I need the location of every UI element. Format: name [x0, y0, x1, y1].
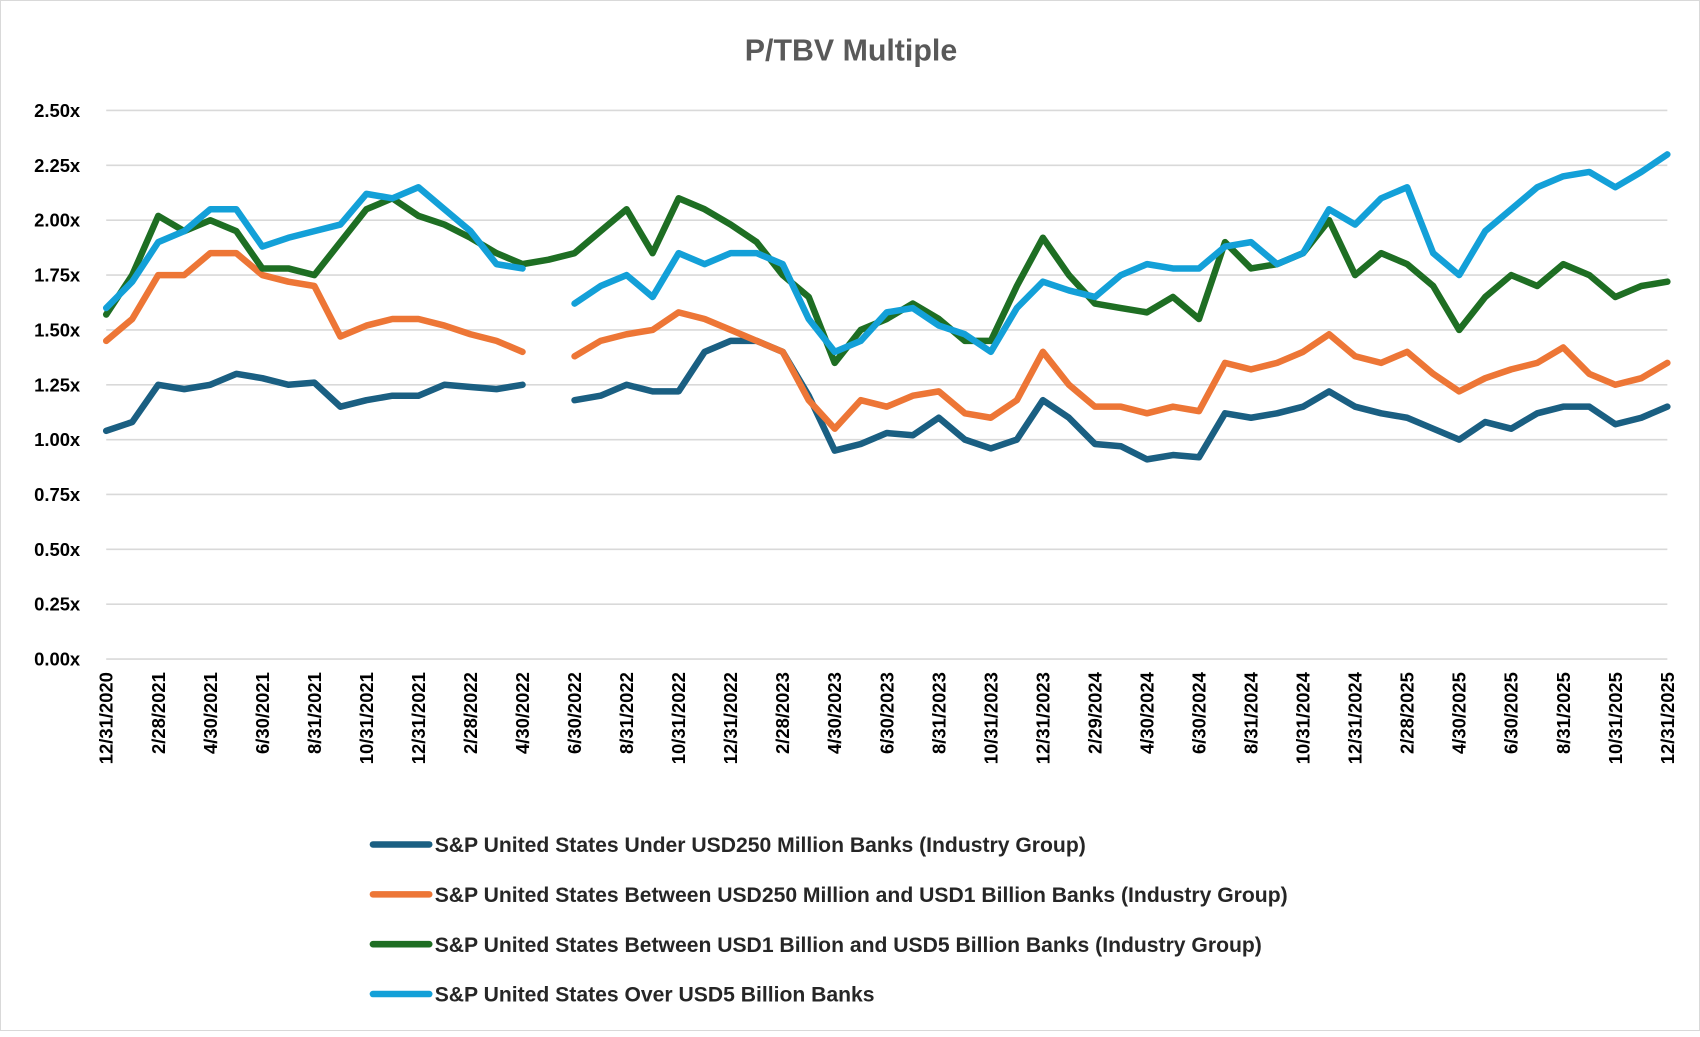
chart-title: P/TBV Multiple	[745, 35, 957, 68]
x-tick-label: 4/30/2022	[512, 672, 533, 754]
x-tick-label: 2/28/2022	[460, 672, 481, 754]
y-tick-label: 2.50x	[34, 100, 81, 121]
x-tick-label: 12/31/2024	[1345, 671, 1366, 764]
legend-label: S&P United States Between USD250 Million…	[435, 884, 1288, 907]
y-tick-label: 2.25x	[34, 155, 81, 176]
legend-item: S&P United States Between USD250 Million…	[373, 884, 1288, 907]
x-tick-label: 2/28/2021	[148, 672, 169, 754]
y-tick-label: 2.00x	[34, 210, 81, 231]
x-tick-label: 6/30/2022	[564, 672, 585, 754]
x-tick-label: 6/30/2023	[876, 672, 897, 754]
x-tick-label: 6/30/2025	[1501, 672, 1522, 754]
x-tick-label: 2/28/2025	[1397, 672, 1418, 754]
x-tick-label: 4/30/2023	[824, 672, 845, 754]
x-tick-label: 8/31/2023	[928, 672, 949, 754]
x-tick-label: 4/30/2025	[1449, 672, 1470, 754]
legend-label: S&P United States Between USD1 Billion a…	[435, 934, 1262, 957]
series-line	[106, 341, 1667, 459]
legend-label: S&P United States Over USD5 Billion Bank…	[435, 984, 875, 1007]
y-tick-label: 0.25x	[34, 594, 81, 615]
x-tick-label: 12/31/2023	[1032, 672, 1053, 764]
legend-item: S&P United States Between USD1 Billion a…	[373, 934, 1262, 957]
x-tick-label: 10/31/2023	[980, 672, 1001, 764]
x-tick-label: 10/31/2021	[356, 672, 377, 764]
y-tick-label: 1.50x	[34, 319, 81, 340]
y-tick-label: 0.75x	[34, 484, 81, 505]
y-tick-label: 0.50x	[34, 539, 81, 560]
y-tick-label: 1.00x	[34, 429, 81, 450]
series-1	[106, 341, 1667, 460]
x-tick-label: 2/29/2024	[1084, 671, 1105, 754]
x-tick-label: 6/30/2024	[1189, 671, 1210, 754]
y-tick-label: 1.25x	[34, 374, 81, 395]
x-tick-label: 12/31/2021	[408, 672, 429, 764]
x-tick-label: 6/30/2021	[252, 672, 273, 754]
x-tick-label: 10/31/2022	[668, 672, 689, 764]
x-tick-label: 8/31/2022	[616, 672, 637, 754]
x-tick-label: 12/31/2022	[720, 672, 741, 764]
x-tick-label: 4/30/2024	[1136, 671, 1157, 754]
x-tick-label: 10/31/2024	[1293, 671, 1314, 764]
x-tick-label: 8/31/2024	[1241, 671, 1262, 754]
x-tick-label: 10/31/2025	[1605, 672, 1626, 764]
x-tick-label: 2/28/2023	[772, 672, 793, 754]
legend-label: S&P United States Under USD250 Million B…	[435, 834, 1086, 857]
x-tick-label: 8/31/2021	[304, 672, 325, 754]
legend-item: S&P United States Under USD250 Million B…	[373, 834, 1086, 857]
x-tick-label: 4/30/2021	[200, 672, 221, 754]
y-tick-label: 0.00x	[34, 649, 81, 670]
y-tick-label: 1.75x	[34, 265, 81, 286]
x-tick-label: 12/31/2025	[1657, 672, 1678, 764]
legend-item: S&P United States Over USD5 Billion Bank…	[373, 984, 875, 1007]
x-tick-label: 8/31/2025	[1553, 672, 1574, 754]
x-tick-label: 12/31/2020	[96, 672, 117, 764]
